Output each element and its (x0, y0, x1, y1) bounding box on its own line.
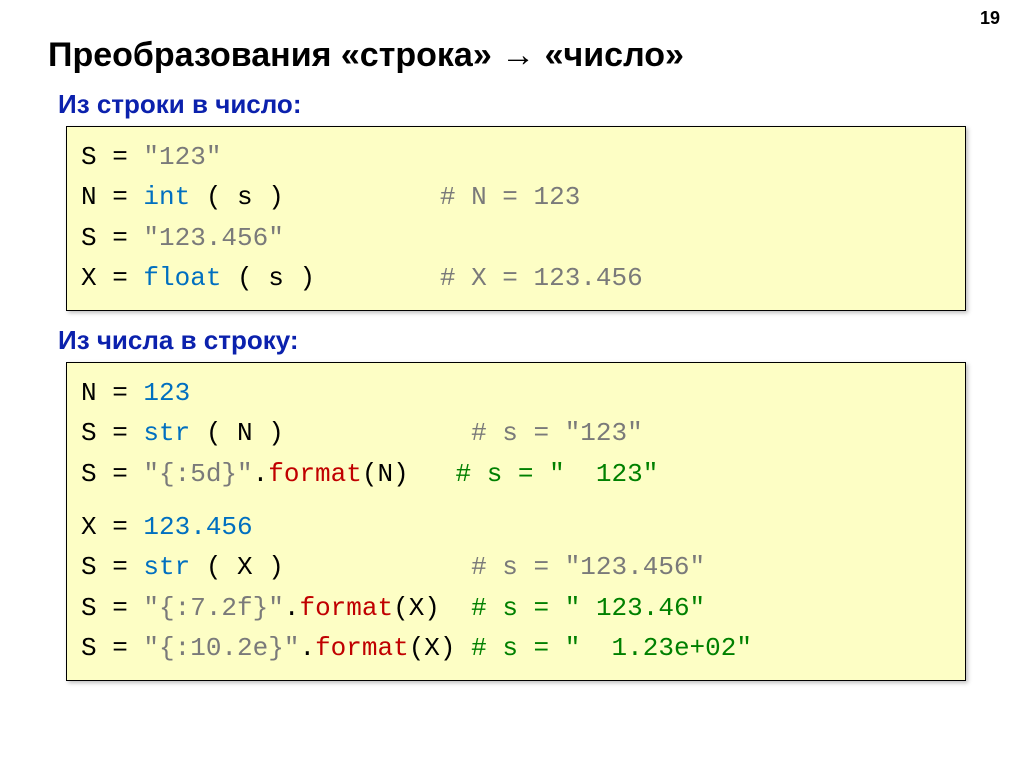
code-string: "{:5d}" (143, 459, 252, 489)
code-text: X = (81, 263, 143, 293)
code-text: ( X ) (190, 552, 284, 582)
code-string: "123.456" (143, 223, 283, 253)
code-pad (456, 633, 472, 663)
code-func: int (143, 182, 190, 212)
code-pad (409, 459, 456, 489)
subheading-2: Из числа в строку: (58, 325, 976, 356)
code-string: "123" (143, 142, 221, 172)
code-comment: # s = " 123" (456, 459, 659, 489)
code-comment: # s = "123.456" (471, 552, 705, 582)
code-comment: # s = " 123.46" (471, 593, 705, 623)
code-text: N = (81, 182, 143, 212)
code-box-1: S = "123" N = int ( s ) # N = 123 S = "1… (66, 126, 966, 311)
code-text: ( s ) (190, 182, 284, 212)
code-text: S = (81, 142, 143, 172)
code-comment: # s = " 1.23e+02" (471, 633, 752, 663)
code-text: X = (81, 512, 143, 542)
code-text: S = (81, 633, 143, 663)
code-number: 123.456 (143, 512, 252, 542)
code-pad (284, 418, 471, 448)
code-string: "{:7.2f}" (143, 593, 283, 623)
code-comment: # X = 123.456 (440, 263, 643, 293)
page-title: Преобразования «строка» → «число» (48, 36, 976, 75)
code-pad (284, 552, 471, 582)
code-text: (N) (362, 459, 409, 489)
code-string: "{:10.2e}" (143, 633, 299, 663)
code-number: 123 (143, 378, 190, 408)
blank-line (81, 494, 951, 507)
code-comment: # s = "123" (471, 418, 643, 448)
code-func: float (143, 263, 221, 293)
code-func: str (143, 552, 190, 582)
code-text: (X) (393, 593, 440, 623)
code-method: format (268, 459, 362, 489)
code-text: . (253, 459, 269, 489)
subheading-1: Из строки в число: (58, 89, 976, 120)
page-number: 19 (980, 8, 1000, 29)
code-text: . (299, 633, 315, 663)
code-comment: # N = 123 (440, 182, 580, 212)
code-pad (315, 263, 440, 293)
code-text: ( N ) (190, 418, 284, 448)
code-text: S = (81, 418, 143, 448)
code-method: format (315, 633, 409, 663)
code-box-2: N = 123 S = str ( N ) # s = "123" S = "{… (66, 362, 966, 681)
code-text: . (284, 593, 300, 623)
code-func: str (143, 418, 190, 448)
code-text: S = (81, 459, 143, 489)
code-pad (440, 593, 471, 623)
code-pad (284, 182, 440, 212)
code-text: S = (81, 223, 143, 253)
code-text: S = (81, 593, 143, 623)
code-text: (X) (409, 633, 456, 663)
code-method: format (299, 593, 393, 623)
code-text: S = (81, 552, 143, 582)
code-text: ( s ) (221, 263, 315, 293)
code-text: N = (81, 378, 143, 408)
